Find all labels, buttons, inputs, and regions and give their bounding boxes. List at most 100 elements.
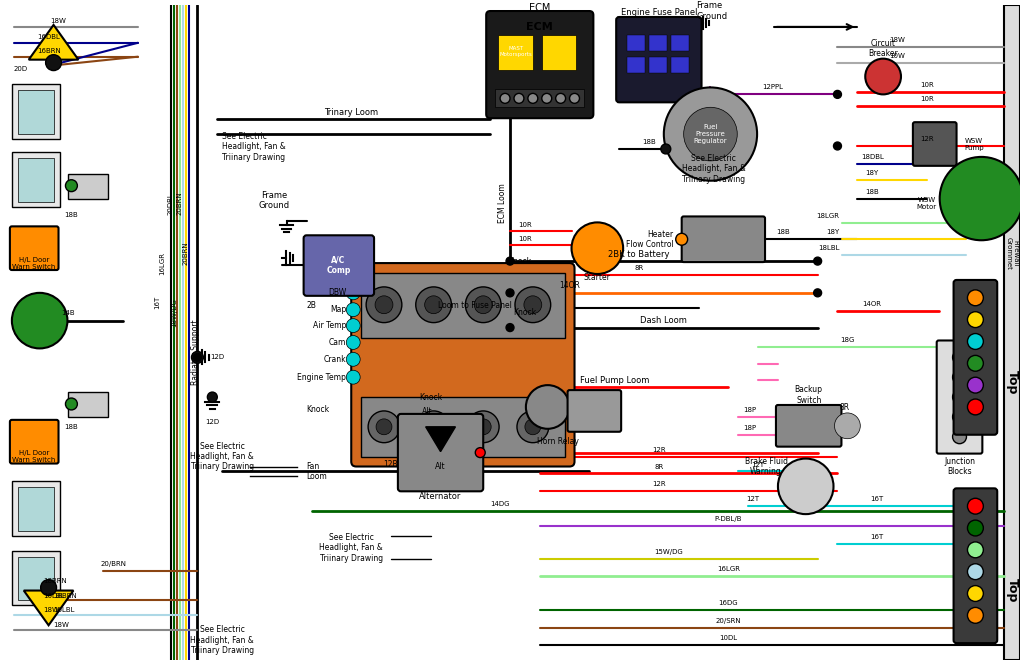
Circle shape [12, 293, 68, 348]
Circle shape [475, 419, 492, 435]
Text: Frame
Ground: Frame Ground [696, 1, 728, 20]
Circle shape [968, 585, 983, 601]
Bar [17, 487, 53, 531]
Circle shape [814, 289, 821, 297]
Text: 20/SRN: 20/SRN [716, 618, 741, 624]
Text: Air Temp: Air Temp [313, 321, 346, 330]
Circle shape [835, 413, 860, 439]
Text: Loom to Fuse Panel: Loom to Fuse Panel [438, 301, 512, 310]
Text: 20/BRN: 20/BRN [100, 561, 126, 567]
Text: 12B: 12B [384, 460, 398, 469]
Polygon shape [426, 427, 456, 451]
Circle shape [506, 257, 514, 265]
Circle shape [664, 87, 757, 181]
Circle shape [346, 319, 360, 333]
Text: Alt: Alt [435, 462, 445, 471]
Text: Starter: Starter [584, 273, 610, 282]
FancyBboxPatch shape [776, 405, 842, 447]
Text: 20BRN: 20BRN [176, 191, 182, 215]
FancyBboxPatch shape [616, 17, 701, 102]
Text: 8R: 8R [654, 463, 664, 469]
Text: 16DG: 16DG [719, 601, 738, 607]
Text: 18Y: 18Y [826, 229, 840, 236]
Text: 20DBL: 20DBL [168, 192, 174, 215]
Text: 10W: 10W [889, 53, 905, 59]
Text: 14OR: 14OR [862, 301, 882, 307]
Text: P-DBL/B: P-DBL/B [715, 516, 742, 522]
Text: 18B: 18B [65, 213, 78, 218]
Text: Dash Loom: Dash Loom [640, 316, 687, 325]
Circle shape [346, 352, 360, 366]
Circle shape [968, 498, 983, 514]
Circle shape [968, 607, 983, 623]
Text: Crank: Crank [324, 355, 346, 364]
Circle shape [506, 323, 514, 331]
Text: 12D: 12D [205, 419, 219, 425]
Text: 15W/DG: 15W/DG [654, 549, 683, 555]
Circle shape [968, 312, 983, 327]
FancyBboxPatch shape [486, 11, 593, 118]
Text: H/L Door
Warn Switch: H/L Door Warn Switch [12, 257, 55, 269]
Text: 12R: 12R [652, 447, 666, 453]
Text: Knock: Knock [419, 393, 442, 401]
Text: 18W/DG: 18W/DG [172, 298, 177, 327]
Text: Circuit
Breaker: Circuit Breaker [868, 39, 898, 59]
Text: 10DL: 10DL [719, 635, 737, 641]
Circle shape [46, 55, 61, 71]
Bar [12, 551, 59, 605]
Bar [17, 557, 53, 601]
Circle shape [660, 144, 671, 154]
Circle shape [66, 398, 78, 410]
Bar [12, 152, 59, 207]
Circle shape [346, 335, 360, 349]
Text: 18B: 18B [776, 229, 790, 236]
Bar [627, 57, 645, 73]
Text: 18W: 18W [889, 37, 905, 43]
Text: Knock: Knock [508, 257, 531, 265]
Text: Engine Fuse Panel: Engine Fuse Panel [621, 7, 697, 16]
Circle shape [952, 370, 967, 384]
Circle shape [66, 180, 78, 191]
Circle shape [346, 286, 360, 300]
FancyBboxPatch shape [10, 420, 58, 463]
Text: 20D: 20D [14, 65, 28, 71]
Text: Fuel Pump Loom: Fuel Pump Loom [580, 376, 649, 385]
Text: 16LGR: 16LGR [717, 566, 739, 572]
Text: 14OR: 14OR [559, 281, 580, 290]
FancyBboxPatch shape [351, 263, 574, 467]
Circle shape [346, 370, 360, 384]
Circle shape [940, 157, 1023, 240]
Text: Radiator Support: Radiator Support [190, 319, 200, 385]
Circle shape [952, 430, 967, 444]
Bar [17, 90, 53, 134]
Text: 12T: 12T [752, 461, 765, 467]
Text: 10R: 10R [518, 236, 531, 242]
Circle shape [467, 411, 499, 443]
Circle shape [346, 303, 360, 317]
Text: 10R: 10R [920, 82, 934, 88]
Text: 16LBL: 16LBL [53, 607, 75, 613]
Text: 18W: 18W [50, 18, 67, 24]
Text: 14B: 14B [61, 310, 75, 315]
Text: Map: Map [330, 305, 346, 314]
Polygon shape [29, 25, 79, 59]
Bar [671, 57, 688, 73]
Text: See Electric
Headlight, Fan &
Triinary Drawing: See Electric Headlight, Fan & Triinary D… [222, 132, 286, 162]
FancyBboxPatch shape [304, 236, 374, 296]
Text: A/C
Comp: A/C Comp [327, 255, 350, 275]
Text: ECM: ECM [529, 3, 551, 13]
Circle shape [952, 390, 967, 404]
Bar [69, 174, 109, 199]
Text: Fan
Loom: Fan Loom [306, 462, 328, 481]
FancyBboxPatch shape [398, 414, 483, 491]
Circle shape [865, 59, 901, 94]
Text: 16BRN: 16BRN [37, 48, 60, 53]
Circle shape [500, 94, 510, 104]
Circle shape [528, 94, 538, 104]
Circle shape [416, 287, 452, 323]
Polygon shape [24, 591, 74, 625]
Text: 10R: 10R [920, 96, 934, 102]
Text: 18LGR: 18LGR [816, 213, 840, 219]
Text: 18BRN: 18BRN [44, 578, 68, 583]
Text: 18P: 18P [743, 407, 757, 413]
